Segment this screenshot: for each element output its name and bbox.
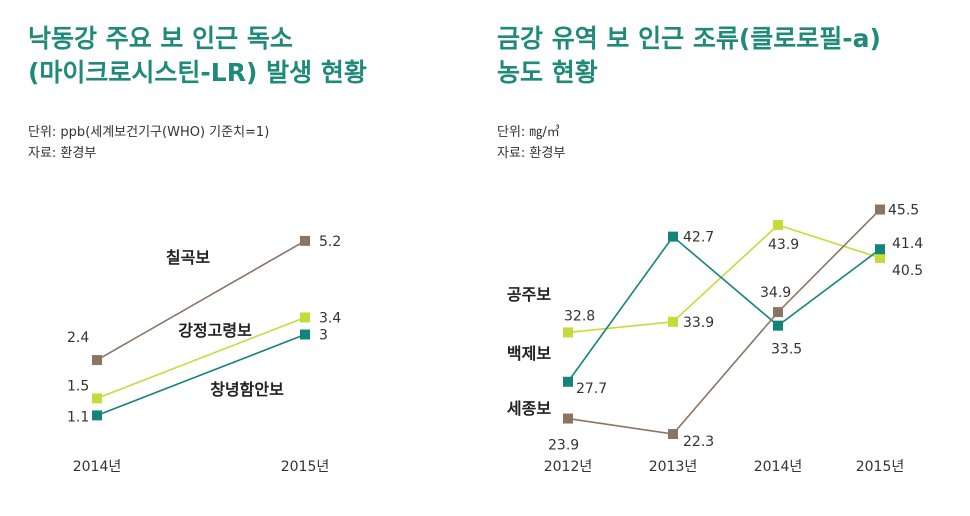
left-x-tick-label: 2014년 — [73, 459, 122, 475]
right-data-label: 40.5 — [892, 263, 923, 279]
right-series-line — [567, 208, 881, 435]
left-series-name: 창녕함안보 — [210, 380, 284, 399]
right-series-line — [567, 235, 881, 383]
right-data-point — [668, 316, 678, 327]
right-x-tick-label: 2015년 — [856, 459, 905, 475]
left-data-label: 3.4 — [319, 310, 341, 326]
left-source-label: 자료: 환경부 — [28, 146, 97, 161]
right-data-point — [563, 376, 573, 387]
right-data-point — [563, 413, 573, 424]
right-title-line2: 농도 현황 — [497, 58, 598, 87]
right-x-tick-label: 2012년 — [544, 459, 593, 475]
right-data-point — [668, 429, 678, 440]
left-data-label: 5.2 — [319, 234, 341, 250]
left-series-line — [96, 333, 306, 417]
right-title-line1: 금강 유역 보 인근 조류(클로로필-a) — [497, 24, 881, 53]
right-data-point — [875, 244, 885, 255]
right-data-point — [668, 231, 678, 242]
right-unit-label: 단위: ㎎/㎥ — [497, 125, 560, 140]
left-x-tick-label: 2015년 — [281, 459, 330, 475]
right-series-name: 세종보 — [507, 399, 551, 418]
right-meta: 단위: ㎎/㎥ 자료: 환경부 — [497, 122, 565, 164]
right-chart-title: 금강 유역 보 인근 조류(클로로필-a) 농도 현황 — [497, 22, 881, 90]
right-data-label: 33.5 — [771, 342, 802, 358]
left-unit-label: 단위: ppb(세계보건기구(WHO) 기준치=1) — [28, 125, 270, 140]
left-series-name: 칠곡보 — [166, 248, 210, 267]
left-data-point — [92, 410, 102, 421]
right-data-label: 27.7 — [576, 381, 607, 397]
left-data-point — [300, 235, 310, 246]
right-data-label: 33.9 — [683, 315, 714, 331]
right-series-name: 공주보 — [507, 285, 551, 304]
right-series-name: 백제보 — [507, 344, 551, 363]
right-data-point — [875, 252, 885, 263]
right-data-label: 42.7 — [683, 230, 714, 246]
right-data-label: 34.9 — [760, 285, 791, 301]
left-data-label: 1.5 — [67, 378, 89, 394]
left-meta: 단위: ppb(세계보건기구(WHO) 기준치=1) 자료: 환경부 — [28, 122, 269, 164]
right-data-label: 41.4 — [892, 236, 923, 252]
right-data-point — [773, 320, 783, 331]
right-source-label: 자료: 환경부 — [497, 146, 566, 161]
left-series-line — [96, 316, 306, 400]
right-x-tick-label: 2014년 — [754, 459, 803, 475]
left-data-label: 1.1 — [67, 409, 89, 425]
right-data-label: 43.9 — [768, 237, 799, 253]
left-series-line — [96, 240, 306, 361]
left-title-line2: (마이크로시스틴-LR) 발생 현황 — [28, 58, 367, 87]
right-data-point — [563, 327, 573, 338]
left-data-point — [300, 329, 310, 340]
right-data-label: 32.8 — [564, 308, 595, 324]
left-data-point — [92, 393, 102, 404]
right-data-label: 22.3 — [683, 434, 714, 450]
left-chart-title: 낙동강 주요 보 인근 독소 (마이크로시스틴-LR) 발생 현황 — [28, 22, 367, 90]
right-data-label: 45.5 — [888, 203, 919, 219]
right-series-line — [567, 224, 881, 334]
left-data-point — [92, 355, 102, 366]
right-data-label: 23.9 — [548, 438, 579, 454]
right-x-tick-label: 2013년 — [649, 459, 698, 475]
left-title-line1: 낙동강 주요 보 인근 독소 — [28, 24, 293, 53]
left-data-point — [300, 312, 310, 323]
left-data-label: 3 — [319, 328, 328, 344]
left-series-name: 강정고령보 — [178, 321, 252, 340]
right-data-point — [875, 204, 885, 215]
left-data-label: 2.4 — [67, 330, 89, 346]
right-data-point — [773, 220, 783, 231]
right-data-point — [773, 307, 783, 318]
